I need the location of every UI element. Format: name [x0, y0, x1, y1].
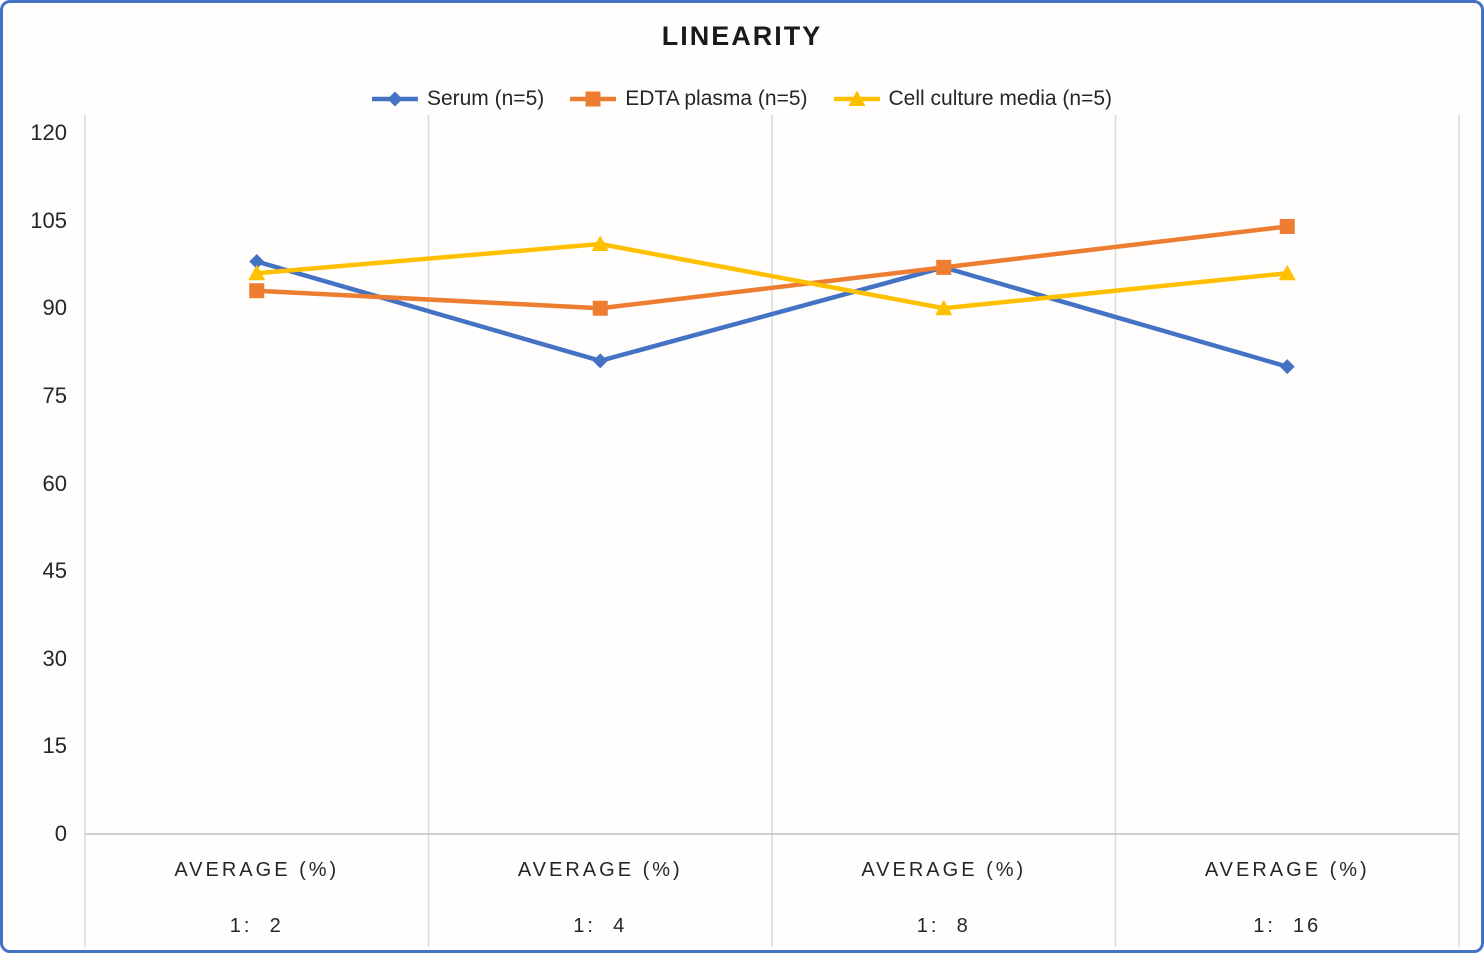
legend-label: EDTA plasma (n=5)	[625, 87, 808, 110]
y-axis-tick-label: 45	[42, 558, 67, 584]
y-axis-tick-label: 15	[42, 733, 67, 759]
square-marker-icon	[249, 283, 265, 299]
chart-legend: Serum (n=5) EDTA plasma (n=5) Cell culture…	[3, 87, 1481, 111]
x-axis-label-row1: AVERAGE (%)	[1204, 859, 1370, 881]
diamond-series-marker-icon	[371, 91, 418, 107]
x-axis-label-row2: 1: 16	[1253, 915, 1322, 937]
x-axis-category-label: AVERAGE (%) 1: 4	[429, 859, 773, 938]
x-axis-category-label: AVERAGE (%) 1: 8	[772, 859, 1116, 938]
triangle-marker-icon	[1278, 264, 1296, 281]
diamond-marker-icon	[387, 91, 403, 107]
x-axis-label-row1: AVERAGE (%)	[861, 859, 1027, 881]
y-axis-tick-label: 30	[42, 645, 67, 671]
triangle-marker-icon	[935, 299, 953, 316]
y-axis-tick-label: 60	[42, 470, 67, 496]
y-axis-tick-label: 75	[42, 382, 67, 408]
series-line-1	[256, 259, 1288, 369]
square-series-marker-icon	[570, 91, 617, 107]
legend-item: Cell culture media (n=5)	[833, 87, 1113, 111]
y-axis-tick-label: 120	[30, 120, 67, 145]
square-marker-icon	[936, 259, 952, 275]
chart-title: LINEARITY	[661, 21, 823, 51]
x-axis-category-label: AVERAGE (%) 1: 2	[85, 859, 429, 938]
x-axis-label-row2: 1: 4	[573, 915, 628, 937]
series-line-3	[256, 241, 1288, 311]
legend-label: Cell culture media (n=5)	[888, 87, 1113, 110]
triangle-marker-icon	[591, 235, 609, 251]
plot-area	[84, 115, 1460, 947]
diamond-marker-icon	[592, 353, 608, 369]
x-axis-label-row2: 1: 8	[916, 915, 971, 937]
triangle-series-marker-icon	[833, 90, 880, 106]
triangle-marker-icon	[248, 264, 266, 281]
legend-item: Serum (n=5)	[371, 87, 545, 111]
legend-item: EDTA plasma (n=5)	[570, 87, 808, 111]
square-marker-icon	[585, 91, 601, 107]
y-axis-tick-label: 90	[42, 295, 67, 321]
square-marker-icon	[592, 300, 608, 316]
series-line-2	[256, 224, 1288, 311]
x-axis-label-row1: AVERAGE (%)	[517, 859, 683, 881]
diamond-marker-icon	[249, 254, 265, 270]
x-axis-label-row2: 1: 2	[229, 915, 284, 937]
x-axis-category-label: AVERAGE (%) 1: 16	[1116, 859, 1460, 938]
y-axis-tick-label: 105	[30, 207, 67, 233]
x-axis-label-row1: AVERAGE (%)	[174, 859, 340, 881]
legend-label: Serum (n=5)	[426, 87, 545, 110]
triangle-marker-icon	[848, 90, 866, 106]
square-marker-icon	[1279, 218, 1295, 234]
y-axis-tick-label: 0	[54, 821, 67, 846]
diamond-marker-icon	[1279, 359, 1295, 375]
